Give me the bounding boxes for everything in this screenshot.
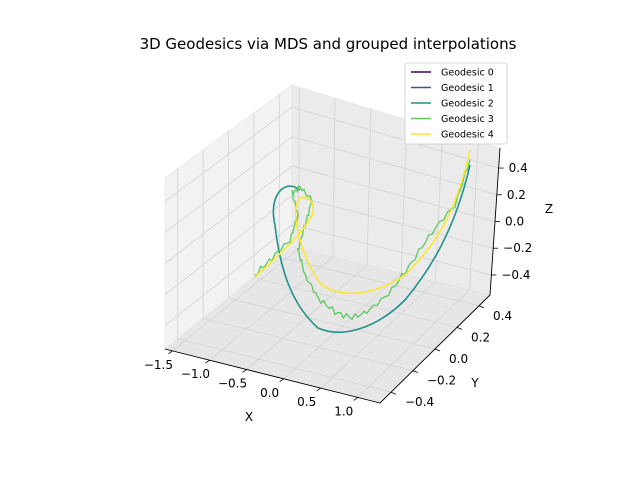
y-tick-label: −0.4 — [405, 395, 434, 409]
y-tick-label: −0.2 — [427, 374, 456, 388]
x-tick — [168, 350, 173, 355]
z-tick-label: 0.2 — [507, 188, 526, 202]
legend: Geodesic 0 Geodesic 1 Geodesic 2 Geodesic 3… — [404, 62, 508, 145]
y-gridline — [228, 297, 436, 350]
legend-label: Geodesic 2 — [441, 99, 494, 110]
geodesic-curves — [254, 149, 471, 333]
geodesic-4-line — [254, 149, 471, 295]
x-tick — [316, 387, 321, 392]
y-gridline — [203, 318, 414, 371]
z-gridline — [164, 224, 293, 326]
y-tick — [456, 327, 463, 330]
z-tick-label: −0.4 — [501, 268, 530, 282]
legend-label: Geodesic 1 — [441, 83, 494, 94]
x-tick-label: 0.5 — [297, 395, 316, 409]
x-axis-label: X — [245, 410, 253, 424]
z-gridline — [164, 106, 293, 202]
x-tick-label: −1.5 — [144, 358, 173, 372]
y-tick-label: 0.2 — [471, 330, 490, 344]
z-gridline — [164, 136, 293, 233]
x-tick-label: −1.0 — [181, 367, 210, 381]
x-tick — [205, 359, 210, 364]
x-tick-label: 0.0 — [260, 386, 279, 400]
x-tick — [353, 397, 358, 401]
x-tick — [279, 378, 284, 383]
y-tick — [478, 305, 485, 309]
z-gridline — [291, 165, 496, 222]
legend-label: Geodesic 0 — [441, 68, 494, 79]
chart-title: 3D Geodesics via MDS and grouped interpo… — [140, 35, 517, 53]
legend-label: Geodesic 4 — [441, 130, 494, 141]
x-tick-label: 1.0 — [334, 404, 353, 418]
y-gridline — [253, 277, 458, 328]
z-axis-line — [489, 147, 501, 296]
y-tick — [412, 370, 419, 373]
y-tick — [390, 391, 397, 395]
x-axis-line — [164, 348, 381, 404]
z-gridline — [164, 165, 293, 264]
z-gridline — [291, 195, 494, 249]
z-gridline — [291, 224, 492, 276]
y-tick — [434, 348, 441, 352]
axes: −1.5−1.0−0.50.00.51.0−0.4−0.20.00.20.4−0… — [144, 147, 532, 418]
x-tick — [242, 369, 247, 373]
geodesic-2-line — [272, 164, 471, 333]
y-tick-label: 0.4 — [493, 309, 512, 323]
legend-label: Geodesic 3 — [441, 114, 494, 125]
y-tick-label: 0.0 — [449, 352, 468, 366]
grid-lines — [164, 87, 499, 398]
geodesic-3-line — [254, 159, 471, 321]
x-tick-label: −0.5 — [218, 376, 247, 390]
legend-frame — [404, 62, 508, 145]
z-gridline — [291, 106, 499, 169]
z-tick-label: 0.0 — [505, 215, 524, 229]
z-tick-label: 0.4 — [509, 161, 528, 175]
y-gridline — [279, 256, 480, 307]
z-tick-label: −0.2 — [503, 241, 532, 255]
y-gridline — [177, 338, 392, 393]
z-gridline — [164, 195, 293, 295]
z-axis-label: Z — [545, 202, 553, 216]
y-axis-label: Y — [470, 376, 479, 390]
y-axis-line — [379, 294, 491, 404]
